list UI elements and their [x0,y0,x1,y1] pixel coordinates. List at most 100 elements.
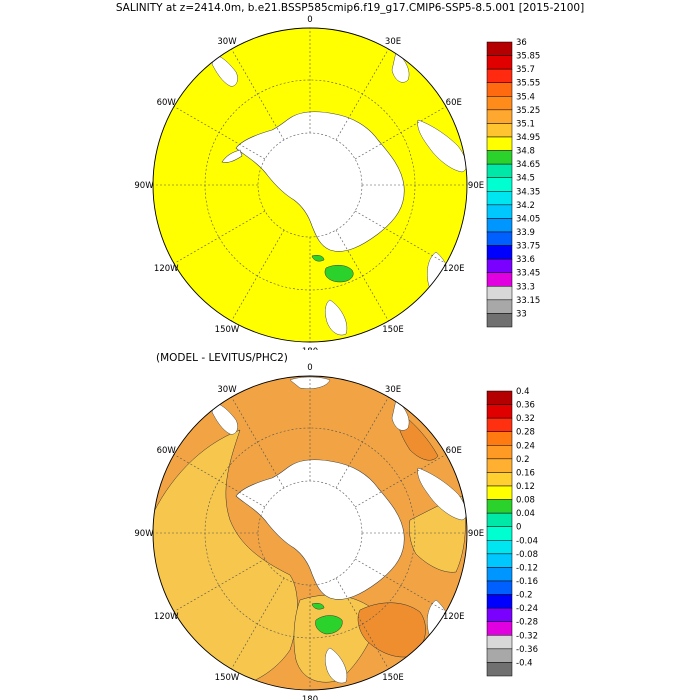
colorbar-label: 0.28 [516,428,535,438]
longitude-label: 150W [215,673,240,683]
colorbar-label: 0.04 [516,509,535,519]
colorbar-label: -0.36 [516,645,538,655]
no-data-new-zealand [324,647,348,684]
longitude-label: 150E [382,325,404,335]
meridian-line [335,48,389,141]
colorbar-swatch [486,580,513,595]
colorbar-swatch [486,417,513,432]
longitude-label: 90W [134,529,154,539]
longitude-label: 90W [134,181,154,191]
colorbar-label: 0.36 [516,401,535,411]
salinity-low-patch-2 [311,254,325,262]
longitude-labels: 0 30E 60E 90E 120E 150E 180 150W 120W 90W 60W 30W [134,15,484,350]
no-data-south-america [211,54,238,87]
meridian-line [335,577,389,670]
longitude-label: 60W [157,98,177,108]
meridian-gridlines [153,376,467,690]
colorbar-label: 0 [516,523,521,533]
meridian-line [354,558,447,612]
no-data-south-africa [391,399,410,431]
colorbar-swatch [486,286,513,301]
colorbar-swatch [486,55,513,70]
colorbar-label: 35.4 [516,92,535,102]
colorbar-label: 34.8 [516,147,535,157]
colorbar-label: -0.2 [516,591,533,601]
colorbar-label: 35.85 [516,52,540,62]
longitude-label: 90E [468,181,484,191]
colorbar-swatch [486,231,513,246]
colorbar-label: 0.24 [516,441,535,451]
longitude-label: 30W [217,385,237,395]
no-data-new-zealand [324,299,348,336]
colorbar-label: 33.75 [516,242,540,252]
colorbar-swatch [486,594,513,609]
no-data-indian-ocean [417,119,467,173]
meridian-line [231,396,285,489]
colorbar-label: 33.3 [516,282,535,292]
colorbar-label: 34.95 [516,133,540,143]
colorbar-swatch [486,123,513,138]
longitude-label: 60E [446,98,462,108]
colorbar-label: -0.32 [516,631,538,641]
colorbar-swatch [486,431,513,446]
longitude-label: 0 [307,363,312,373]
longitude-label: 150W [215,325,240,335]
longitude-label: 120W [154,612,179,622]
colorbar-swatch [486,607,513,622]
colorbar-swatch [486,41,513,56]
colorbar-swatch [486,204,513,219]
difference-map: 0 30E 60E 90E 120E 150E 180 150W 120W 90W 60W 30W 0… [134,363,538,700]
colorbar-label: -0.24 [516,604,538,614]
colorbar-swatch [486,567,513,582]
colorbar-swatch [486,499,513,514]
colorbar-swatch [486,540,513,555]
colorbar-swatch [486,621,513,636]
colorbar-label: 35.55 [516,79,540,89]
colorbar-label: 33.45 [516,269,540,279]
meridian-line [354,210,447,264]
longitude-label: 120W [154,264,179,274]
meridian-line [173,558,266,612]
colorbar-label: 0.12 [516,482,535,492]
colorbar-label: 36 [516,38,527,48]
meridian-line [335,396,389,489]
antarctic-peninsula [221,149,243,163]
figure-title: SALINITY at z=2414.0m, b.e21.BSSP585cmip… [115,2,585,14]
longitude-label: 30W [217,37,237,47]
colorbar-swatch [486,150,513,165]
colorbar-label: 33.15 [516,296,540,306]
longitude-label: 60W [157,446,177,456]
colorbar-swatch [486,445,513,460]
colorbar-label: 35.7 [516,65,535,75]
longitude-label: 150E [382,673,404,683]
meridian-line [173,106,266,160]
anomaly-green-patch [315,615,343,635]
colorbar-swatch [486,458,513,473]
map-border [152,375,468,691]
meridian-line [231,229,285,322]
colorbar-swatch [486,662,513,677]
colorbar-swatch [486,163,513,178]
colorbar-swatch [486,472,513,487]
antarctica-landmass [235,111,405,252]
colorbar-swatch [486,258,513,273]
colorbar-label: 34.5 [516,174,535,184]
meridian-line [231,48,285,141]
colorbar-swatch [486,512,513,527]
colorbar-swatch [486,82,513,97]
colorbar-swatch [486,485,513,500]
colorbar-swatch [486,313,513,328]
colorbar-swatch [486,218,513,233]
colorbar-label: -0.28 [516,618,538,628]
no-data-south-america [211,402,238,435]
colorbar-label: 33 [516,309,527,319]
colorbar-label: -0.16 [516,577,538,587]
longitude-labels: 0 30E 60E 90E 120E 150E 180 150W 120W 90W 60W 30W [134,363,484,700]
meridian-line [354,106,447,160]
colorbar-swatch [486,404,513,419]
colorbar-swatch [486,635,513,650]
colorbar-label: 33.6 [516,255,535,265]
colorbar-swatch [486,553,513,568]
longitude-label: 30E [385,37,401,47]
colorbar-swatch [486,272,513,287]
